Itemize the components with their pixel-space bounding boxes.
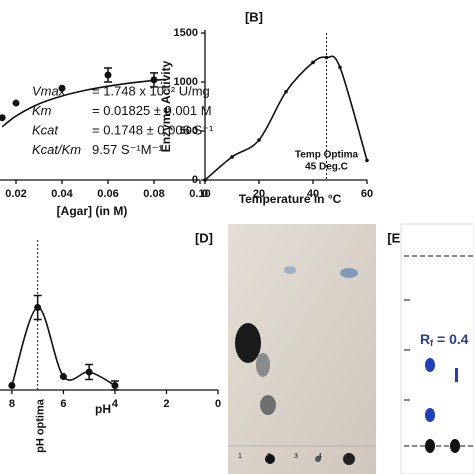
x-tick-label: 0: [215, 398, 221, 410]
lane-label: 3: [294, 453, 298, 460]
spot: [315, 456, 321, 462]
x-axis-label: [Agar] (in M): [57, 204, 128, 218]
annotation: pH optima: [35, 398, 47, 453]
lane-label: 2: [267, 453, 271, 460]
point: [257, 138, 261, 142]
point: [365, 158, 369, 163]
y-tick-label: 1500: [174, 27, 198, 39]
parameter-value: = 1.748 x 10⁻² U/mg: [92, 83, 210, 98]
point: [104, 71, 112, 79]
panel-d: [D]: [195, 224, 376, 474]
curve: [11, 306, 116, 387]
lane-label: 1: [238, 453, 242, 460]
x-tick-label: 0.10: [189, 188, 210, 200]
x-tick-label: 6: [60, 398, 66, 410]
spot: [284, 266, 296, 274]
point: [311, 60, 315, 65]
lane-label: 5: [347, 453, 351, 460]
x-tick-label: 0.06: [97, 188, 118, 200]
spot: [265, 454, 275, 464]
point: [338, 65, 342, 70]
chart: 8 6 4 2 0 pH pH optima: [0, 240, 221, 453]
spot: [425, 358, 435, 372]
point: [324, 55, 329, 60]
parameter-name: Kcat: [32, 122, 59, 137]
x-tick-label: 2: [163, 398, 169, 410]
x-tick-label: 0: [202, 188, 208, 200]
x-tick-label: 20: [253, 188, 265, 200]
x-tick-label: 60: [361, 188, 373, 200]
plate: [400, 223, 474, 474]
point: [0, 114, 6, 122]
point: [284, 90, 288, 94]
curve: [1, 78, 166, 128]
x-axis-label: pH: [95, 402, 111, 416]
spot: [455, 368, 458, 382]
panel-label: [B]: [245, 9, 263, 24]
parameter-value: = 0.1748 ± 0.006 S⁻¹: [92, 122, 214, 137]
x-tick-label: 0.02: [5, 188, 26, 200]
parameter-name: Kcat/Km: [32, 142, 81, 157]
parameter-value: 9.57 S⁻¹M⁻¹: [92, 142, 163, 157]
point: [12, 99, 20, 107]
spot: [450, 439, 460, 453]
point: [230, 155, 234, 159]
x-tick-label: 8: [9, 398, 15, 410]
spot: [260, 395, 276, 415]
parameter-value: = 0.01825 ± 0.001 M: [92, 103, 212, 118]
annotation: 45 Deg.C: [305, 162, 348, 173]
point: [85, 368, 93, 376]
x-tick-label: 4: [112, 398, 119, 410]
chart: 0 20 40 60 0 500 1000 1500 Temperature in °C Enzy…: [159, 9, 373, 206]
point: [58, 84, 66, 92]
point: [150, 76, 158, 84]
point: [111, 382, 119, 389]
spot: [425, 439, 435, 453]
chart: 0.02 0.04 0.06 0.08 0.10 [Agar] (in M) Vmax = 1…: [0, 67, 214, 218]
x-axis-label: Temperature in °C: [239, 192, 342, 206]
y-axis-label: Enzyme Activity: [159, 60, 173, 152]
x-tick-label: 0.04: [51, 188, 73, 200]
spot: [340, 268, 358, 278]
point: [203, 178, 207, 182]
point: [34, 304, 42, 311]
lane-label: 4: [318, 453, 322, 460]
parameter-name: Km: [32, 103, 52, 118]
annotation: Temp Optima: [295, 150, 359, 161]
rf-label: Rf = 0.4: [420, 331, 469, 349]
x-tick-label: 40: [307, 188, 319, 200]
spot: [425, 408, 435, 422]
x-tick-label: 0.08: [143, 188, 164, 200]
spot: [235, 323, 261, 363]
point: [59, 373, 67, 380]
y-tick-label: 1000: [174, 76, 198, 88]
panel-e: [E] Rf = 0.4: [387, 223, 474, 474]
y-tick-label: 0: [192, 174, 198, 186]
parameter-name: Vmax: [32, 83, 66, 98]
spot: [343, 453, 355, 465]
y-tick-label: 500: [180, 125, 198, 137]
point: [8, 382, 16, 389]
spot: [256, 353, 270, 377]
panel-label: [D]: [195, 230, 213, 245]
panel-label: [E]: [387, 230, 404, 245]
